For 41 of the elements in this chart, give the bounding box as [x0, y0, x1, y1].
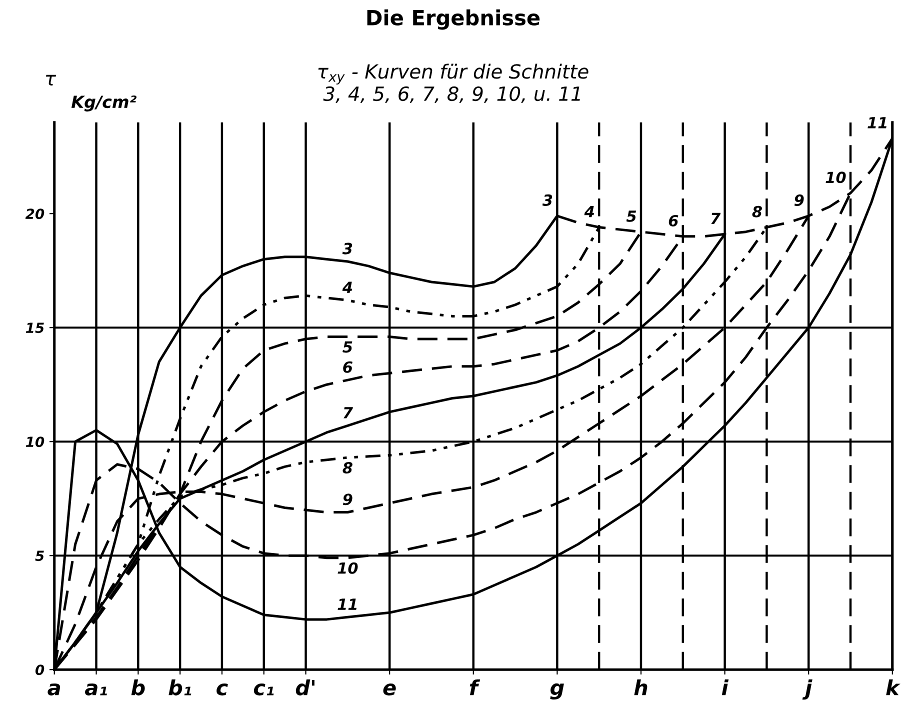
y-tick-label: 15 [26, 322, 44, 334]
series-label: 3 [342, 242, 352, 254]
text: 10 [826, 172, 846, 184]
chart-title: Die Ergebnisse [367, 9, 540, 30]
x-tick-label: a [48, 683, 60, 696]
text: 3 [542, 194, 552, 206]
text: 9 [794, 194, 804, 206]
series-label: 4 [342, 282, 352, 293]
y-tick-label: 5 [35, 550, 44, 562]
x-tick-label: j [802, 679, 812, 700]
y-tick-label: 20 [25, 208, 44, 220]
text: 8 [752, 206, 762, 218]
series-label: 5 [342, 341, 352, 353]
text: 7 [711, 212, 721, 224]
text: 11 [868, 117, 886, 128]
series-label: 10 [338, 562, 358, 574]
text: 6 [668, 214, 678, 227]
x-tick-label: k [886, 679, 900, 696]
x-tick-label: b [131, 679, 145, 696]
text: Kg/cm² [71, 95, 136, 112]
y-axis-title: τ [46, 74, 56, 86]
x-tick-label: d' [296, 679, 314, 696]
y-tick-label: 10 [26, 436, 44, 448]
text: 4 [584, 206, 594, 218]
text: 5 [626, 210, 636, 222]
series-label: 9 [342, 494, 352, 506]
x-tick-label: f [470, 679, 480, 696]
series-label: 11 [338, 598, 357, 610]
x-tick-label: g [550, 683, 564, 700]
x-tick-label: e [383, 683, 396, 696]
chart-subtitle: τ$_{xy}$ - Kurven für die Schnitte 3, 4, 5, 6, 7, 8, 9, 10, u. 11 [318, 64, 588, 104]
series-label: 6 [343, 361, 352, 373]
x-tick-label: i [722, 679, 729, 696]
series-label: 7 [344, 407, 353, 418]
series-label: 8 [342, 462, 352, 474]
y-tick-label: 0 [35, 664, 44, 676]
x-tick-label: h [634, 679, 648, 696]
x-tick-label: c₁ [254, 683, 274, 696]
x-tick-label: c [216, 683, 228, 696]
x-tick-label: b₁ [168, 679, 192, 696]
x-tick-label: a₁ [85, 683, 107, 696]
